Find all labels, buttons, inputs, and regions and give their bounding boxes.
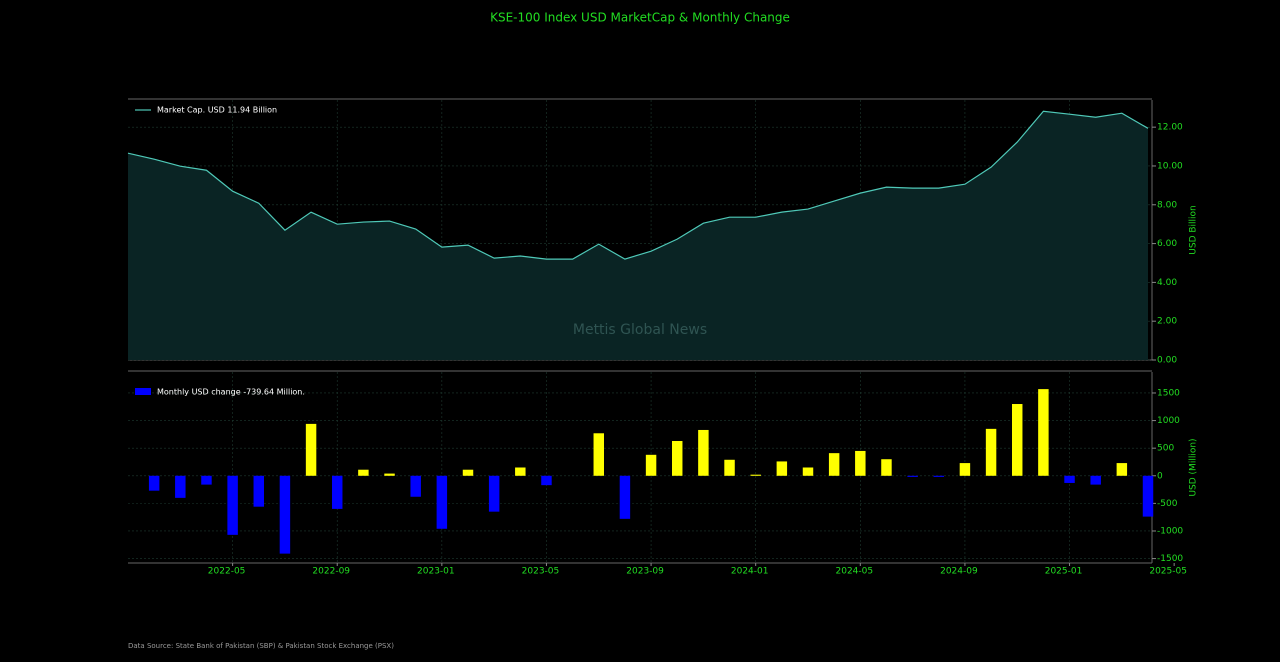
bar (384, 473, 395, 476)
bar (436, 475, 448, 529)
x-tick-label: 2025-01 (1045, 567, 1083, 577)
legend-label: Market Cap. USD 11.94 Billion (157, 106, 277, 115)
bar (698, 429, 709, 476)
y-tick-label: 1500 (1157, 388, 1180, 398)
bar (148, 475, 160, 491)
bar (672, 441, 683, 476)
bar (855, 450, 866, 476)
bar (828, 453, 840, 476)
bar (776, 461, 788, 476)
bar (541, 475, 552, 486)
bar (619, 475, 631, 519)
bar (410, 475, 421, 497)
bar (1012, 404, 1023, 476)
y-axis-label: USD (Million) (1189, 438, 1199, 496)
bar (881, 459, 892, 476)
y-tick-label: 500 (1157, 444, 1174, 454)
bar (1142, 475, 1154, 517)
y-tick-label: 10.00 (1157, 161, 1183, 171)
bar (358, 469, 369, 476)
watermark: Mettis Global News (573, 322, 707, 338)
x-tick-label: 2023-01 (417, 567, 455, 577)
bar (332, 475, 343, 509)
bar (907, 475, 918, 477)
bar (253, 475, 264, 507)
source-note: Data Source: State Bank of Pakistan (SBP… (128, 642, 394, 650)
bar (462, 469, 474, 476)
bar (645, 454, 657, 476)
bar (515, 467, 526, 476)
bar (1064, 475, 1075, 483)
y-axis-label: USD Billion (1189, 205, 1199, 254)
x-tick-label: 2025-05 (1149, 567, 1187, 577)
bar (959, 463, 971, 476)
x-tick-label: 2023-05 (522, 567, 560, 577)
area (128, 111, 1148, 361)
x-tick-label: 2024-05 (836, 567, 874, 577)
bar (488, 475, 500, 512)
chart-title: KSE-100 Index USD MarketCap & Monthly Ch… (490, 11, 790, 25)
x-tick-label: 2022-05 (208, 567, 246, 577)
bar (1116, 463, 1128, 476)
y-tick-label: 2.00 (1157, 317, 1177, 327)
y-tick-label: 0 (1157, 471, 1163, 481)
legend-swatch (135, 388, 151, 395)
bar (227, 475, 238, 535)
bar (1090, 475, 1101, 485)
line (127, 110, 1149, 260)
bar (724, 459, 735, 476)
bar (1038, 389, 1049, 476)
legend-label: Monthly USD change -739.64 Million. (157, 388, 305, 397)
y-tick-label: 4.00 (1157, 278, 1177, 288)
bar (802, 467, 814, 476)
y-tick-label: 0.00 (1157, 356, 1177, 366)
y-tick-label: -500 (1157, 499, 1178, 509)
x-tick-label: 2024-09 (940, 567, 978, 577)
bar (985, 428, 997, 476)
y-tick-label: -1500 (1157, 554, 1183, 564)
y-tick-label: 12.00 (1157, 123, 1183, 133)
bar (750, 474, 761, 476)
y-tick-label: -1000 (1157, 526, 1183, 536)
bar (305, 423, 317, 476)
y-tick-label: 6.00 (1157, 239, 1177, 249)
bar (279, 475, 291, 554)
x-tick-label: 2022-09 (312, 567, 350, 577)
bar (593, 433, 604, 476)
x-tick-label: 2024-01 (731, 567, 769, 577)
y-tick-label: 1000 (1157, 416, 1180, 426)
bar (201, 475, 212, 485)
x-tick-label: 2023-09 (626, 567, 664, 577)
bar (175, 475, 186, 498)
y-tick-label: 8.00 (1157, 200, 1177, 210)
bar (933, 475, 944, 477)
